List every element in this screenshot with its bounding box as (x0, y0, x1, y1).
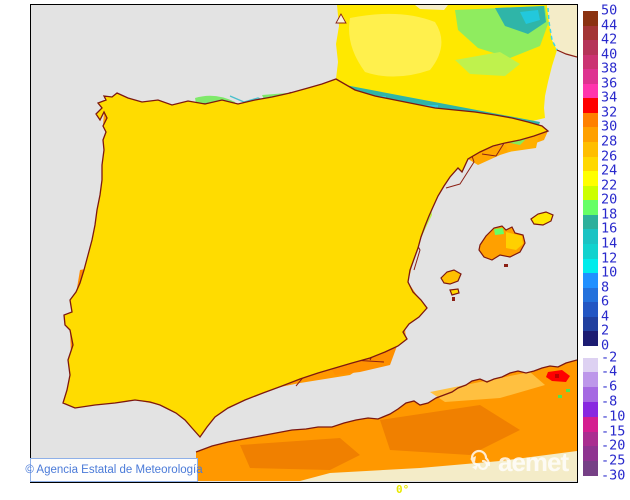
france-landmass (336, 5, 557, 122)
data-boundary-line (547, 7, 558, 51)
attribution-box: © Agencia Estatal de Meteorología (25, 458, 203, 482)
aemet-logo-text: aemet (498, 447, 569, 477)
no-data-region (415, 5, 577, 58)
map-frame (30, 4, 578, 483)
triangle-marker (335, 13, 347, 24)
longitude-label: 0° (396, 483, 410, 496)
balearic-islands (440, 211, 554, 301)
iberia-landmass (62, 78, 549, 438)
attribution-text: © Agencia Estatal de Meteorología (25, 464, 203, 476)
aemet-spiral-icon (470, 449, 491, 471)
africa-no-data-band (300, 451, 577, 481)
aemet-logo: aemet (468, 447, 569, 477)
